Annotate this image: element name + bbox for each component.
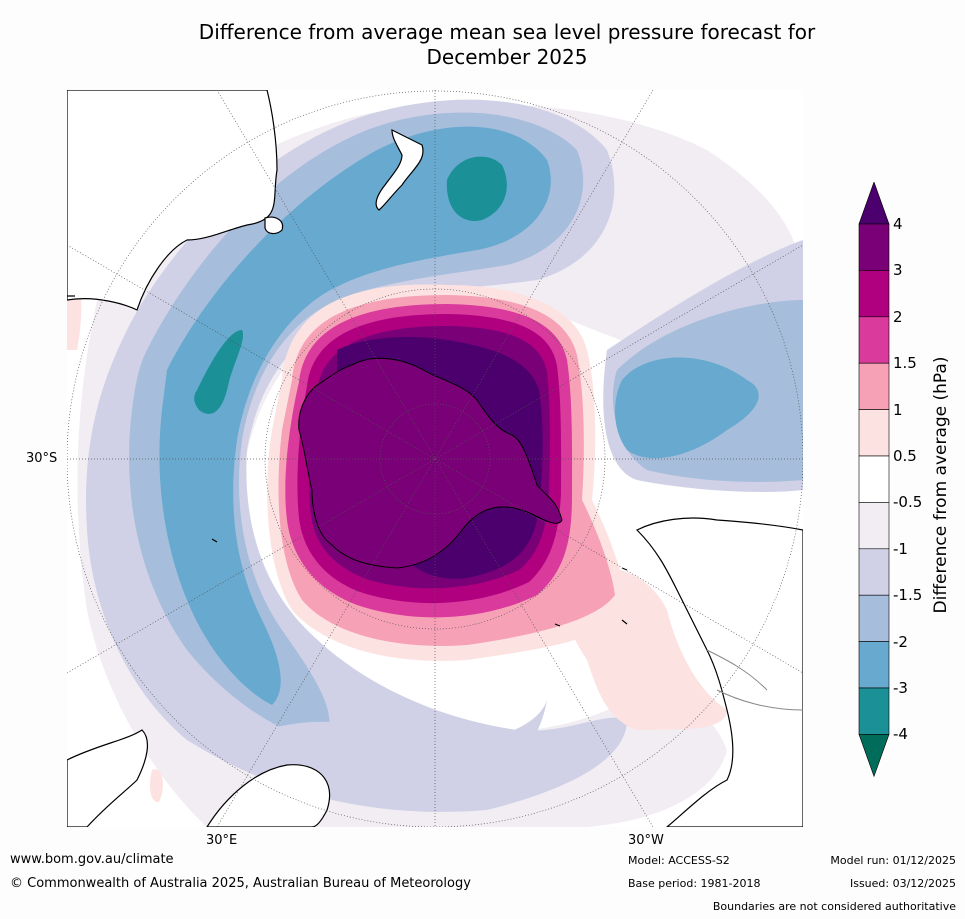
anomaly-region-neg2-west	[159, 126, 551, 706]
colorbar-label: Difference from average (hPa)	[931, 356, 951, 614]
colorbar-segment	[858, 687, 890, 735]
lat-label-30s: 30°S	[26, 451, 58, 466]
colorbar-tick-label: 0.5	[893, 447, 917, 465]
antarctica-coastline	[298, 357, 563, 569]
title-line-2: December 2025	[426, 45, 588, 69]
hidden-national-boundaries	[706, 649, 803, 711]
colorbar-tick-label: -4	[893, 725, 908, 744]
colorbar-extend-bottom	[858, 734, 890, 778]
anomaly-region-neg1-south	[267, 700, 547, 790]
new-zealand-coastline	[375, 129, 424, 211]
anomaly-core-neg3-indian	[194, 330, 244, 414]
colorbar-segment	[858, 270, 890, 318]
lon-label-30e: 30°E	[206, 833, 238, 848]
colorbar-segment	[858, 548, 890, 596]
tasmania-coastline	[264, 216, 284, 235]
colorbar-tick-label: 3	[893, 261, 903, 280]
colorbar-tick-label: -3	[893, 679, 908, 697]
australia-coastline	[67, 90, 278, 311]
colorbar-tick-label: 2	[893, 307, 903, 326]
anomaly-region-pos05-sw	[149, 769, 163, 803]
colorbar-segment	[858, 594, 890, 642]
issued-text: Issued: 03/12/2025	[849, 877, 956, 890]
colorbar	[858, 182, 890, 778]
small-islands	[67, 295, 628, 627]
africa-coastline	[67, 729, 149, 827]
colorbar-tick-label: -2	[893, 632, 908, 651]
colorbar-segment	[858, 362, 890, 410]
colorbar-tick-label: -0.5	[893, 493, 923, 512]
colorbar-tick-label: -1.5	[893, 586, 923, 605]
lon-label-30w: 30°W	[628, 833, 664, 848]
graticule	[67, 90, 803, 827]
colorbar-tick-label: -1	[893, 539, 908, 558]
colorbar-tick-label: 1.5	[893, 354, 917, 373]
colorbar-segment	[858, 641, 890, 689]
colorbar-extend-top	[858, 182, 890, 225]
pressure-anomaly-map	[67, 90, 803, 827]
chart-title: Difference from average mean sea level p…	[0, 20, 965, 70]
model-text: Model: ACCESS-S2	[628, 854, 730, 867]
colorbar-segment	[858, 502, 890, 550]
colorbar-segment	[858, 316, 890, 364]
africa-south-coastline	[206, 764, 331, 827]
model-run-text: Model run: 01/12/2025	[830, 854, 956, 867]
colorbar-tick-label: 4	[893, 215, 903, 233]
colorbar-segment	[858, 409, 890, 457]
copyright-text: © Commonwealth of Australia 2025, Austra…	[10, 876, 471, 891]
disclaimer-text: Boundaries are not considered authoritat…	[712, 900, 956, 913]
anomaly-region-neg2-east	[615, 357, 759, 459]
colorbar-segment	[858, 223, 890, 271]
south-america-coastline	[635, 517, 803, 827]
colorbar-tick-label: 1	[893, 400, 903, 419]
colorbar-segment	[858, 455, 890, 503]
anomaly-core-neg3-nz	[446, 156, 507, 221]
title-line-1: Difference from average mean sea level p…	[198, 20, 816, 44]
website-link[interactable]: www.bom.gov.au/climate	[10, 852, 174, 867]
base-period-text: Base period: 1981-2018	[628, 877, 761, 890]
